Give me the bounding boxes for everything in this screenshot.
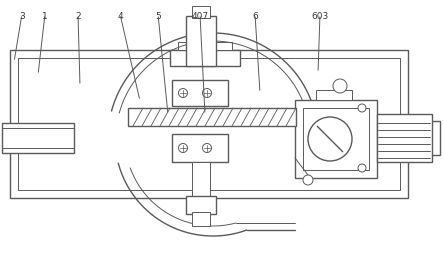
Text: 5: 5 — [155, 12, 161, 21]
Text: 6: 6 — [252, 12, 258, 21]
Bar — [295, 100, 377, 178]
Circle shape — [202, 88, 211, 98]
Circle shape — [303, 175, 313, 185]
Bar — [2, 123, 74, 153]
Circle shape — [358, 104, 366, 112]
Text: 3: 3 — [19, 12, 25, 21]
Bar — [377, 114, 432, 162]
Bar — [172, 80, 228, 106]
Bar — [18, 58, 400, 190]
Circle shape — [178, 143, 187, 152]
Text: 1: 1 — [42, 12, 48, 21]
Text: 603: 603 — [311, 12, 329, 21]
Bar — [316, 90, 352, 100]
Bar — [10, 50, 408, 198]
Circle shape — [178, 88, 187, 98]
Bar — [303, 108, 369, 170]
Circle shape — [358, 164, 366, 172]
Text: 407: 407 — [191, 12, 209, 21]
Bar — [192, 212, 210, 226]
Text: 2: 2 — [75, 12, 81, 21]
Bar — [178, 42, 232, 50]
Circle shape — [202, 143, 211, 152]
Bar — [192, 162, 210, 198]
Bar — [128, 108, 296, 126]
Bar — [170, 50, 240, 66]
Bar — [330, 121, 440, 155]
Circle shape — [333, 79, 347, 93]
Bar — [192, 6, 210, 18]
Bar — [172, 134, 228, 162]
Text: 4: 4 — [117, 12, 123, 21]
Bar — [186, 16, 216, 66]
Circle shape — [308, 117, 352, 161]
Bar — [186, 196, 216, 214]
